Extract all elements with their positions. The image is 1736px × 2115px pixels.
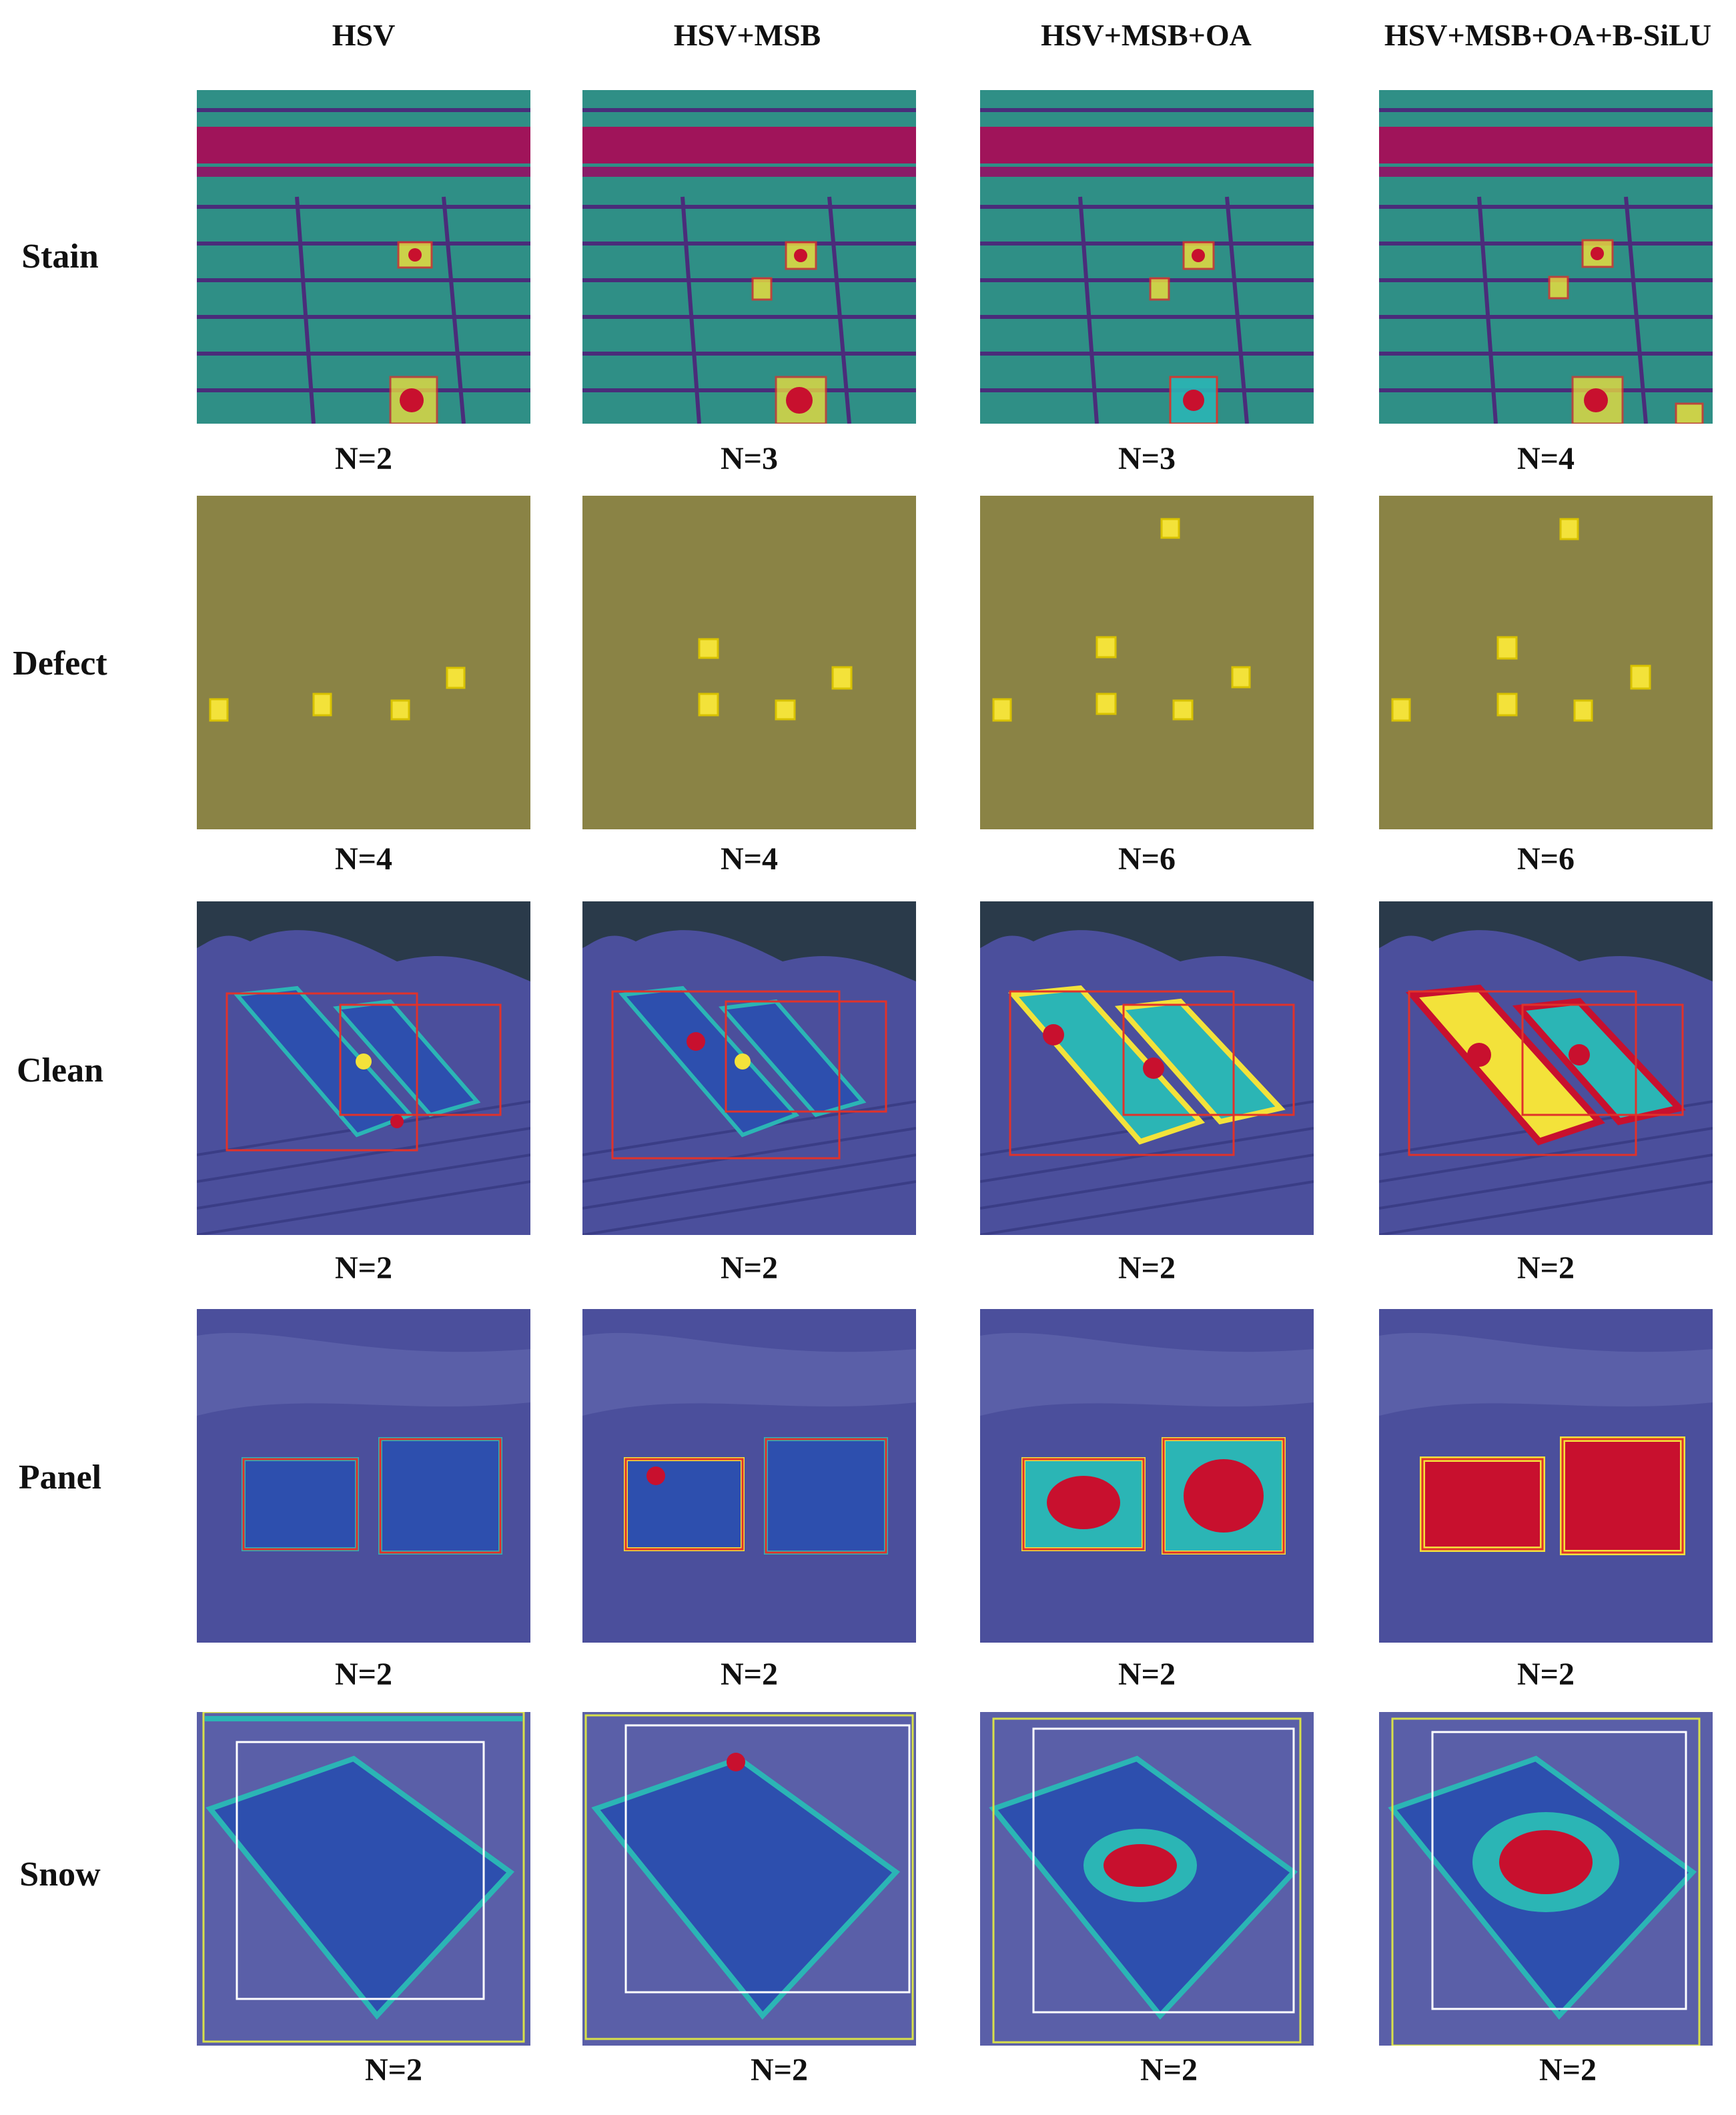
snow-heatmap-image — [980, 1712, 1314, 2046]
column-header-hsv-msb: HSV+MSB — [673, 18, 821, 52]
panel-heatmap-image — [980, 1309, 1314, 1643]
clean-count-hsv: N=2 — [334, 1250, 392, 1286]
defect-count-hsv-msb: N=4 — [720, 841, 778, 877]
panel-heatmap-hsv — [197, 1309, 530, 1643]
snow-heatmap-hsv — [197, 1712, 530, 2046]
stain-heatmap-hsv-msb-oa-bsilu — [1379, 90, 1713, 424]
stain-heatmap-image — [980, 90, 1314, 424]
defect-count-hsv-msb-oa: N=6 — [1118, 841, 1176, 877]
snow-heatmap-hsv-msb-oa — [980, 1712, 1314, 2046]
panel-heatmap-image — [1379, 1309, 1713, 1643]
snow-heatmap-image — [582, 1712, 916, 2046]
snow-heatmap-image — [1379, 1712, 1713, 2046]
row-label-panel: Panel — [18, 1458, 102, 1497]
defect-heatmap-image — [1379, 496, 1713, 829]
snow-count-hsv-msb: N=2 — [750, 2052, 808, 2088]
defect-heatmap-hsv — [197, 496, 530, 829]
defect-heatmap-image — [980, 496, 1314, 829]
row-label-defect: Defect — [13, 645, 107, 683]
snow-count-hsv-msb-oa-bsilu: N=2 — [1539, 2052, 1597, 2088]
panel-heatmap-hsv-msb-oa — [980, 1309, 1314, 1643]
defect-count-hsv-msb-oa-bsilu: N=6 — [1516, 841, 1575, 877]
clean-heatmap-image — [197, 901, 530, 1235]
row-label-clean: Clean — [17, 1051, 103, 1090]
panel-count-hsv-msb-oa: N=2 — [1118, 1657, 1176, 1692]
snow-count-hsv: N=2 — [364, 2052, 422, 2088]
clean-count-hsv-msb-oa-bsilu: N=2 — [1516, 1250, 1575, 1286]
stain-count-hsv: N=2 — [334, 441, 392, 476]
panel-heatmap-hsv-msb — [582, 1309, 916, 1643]
panel-count-hsv: N=2 — [334, 1657, 392, 1692]
snow-heatmap-hsv-msb — [582, 1712, 916, 2046]
stain-heatmap-image — [1379, 90, 1713, 424]
clean-count-hsv-msb-oa: N=2 — [1118, 1250, 1176, 1286]
clean-count-hsv-msb: N=2 — [720, 1250, 778, 1286]
column-header-hsv-msb-oa: HSV+MSB+OA — [1041, 18, 1252, 52]
defect-heatmap-hsv-msb-oa-bsilu — [1379, 496, 1713, 829]
column-header-hsv-msb-oa-bsilu: HSV+MSB+OA+B-SiLU — [1384, 18, 1712, 52]
stain-heatmap-image — [197, 90, 530, 424]
stain-count-hsv-msb-oa-bsilu: N=4 — [1516, 441, 1575, 476]
snow-heatmap-hsv-msb-oa-bsilu — [1379, 1712, 1713, 2046]
stain-heatmap-hsv-msb-oa — [980, 90, 1314, 424]
panel-heatmap-hsv-msb-oa-bsilu — [1379, 1309, 1713, 1643]
stain-heatmap-hsv-msb — [582, 90, 916, 424]
defect-heatmap-hsv-msb — [582, 496, 916, 829]
panel-heatmap-image — [582, 1309, 916, 1643]
snow-count-hsv-msb-oa: N=2 — [1140, 2052, 1198, 2088]
stain-count-hsv-msb-oa: N=3 — [1118, 441, 1176, 476]
defect-heatmap-hsv-msb-oa — [980, 496, 1314, 829]
defect-heatmap-image — [582, 496, 916, 829]
row-label-stain: Stain — [21, 238, 99, 276]
clean-heatmap-hsv-msb-oa-bsilu — [1379, 901, 1713, 1235]
defect-count-hsv: N=4 — [334, 841, 392, 877]
stain-heatmap-hsv — [197, 90, 530, 424]
clean-heatmap-hsv — [197, 901, 530, 1235]
panel-heatmap-image — [197, 1309, 530, 1643]
column-header-hsv: HSV — [332, 18, 396, 52]
clean-heatmap-hsv-msb — [582, 901, 916, 1235]
snow-heatmap-image — [197, 1712, 530, 2046]
clean-heatmap-image — [582, 901, 916, 1235]
row-label-snow: Snow — [19, 1855, 101, 1893]
stain-heatmap-image — [582, 90, 916, 424]
panel-count-hsv-msb: N=2 — [720, 1657, 778, 1692]
panel-count-hsv-msb-oa-bsilu: N=2 — [1516, 1657, 1575, 1692]
stain-count-hsv-msb: N=3 — [720, 441, 778, 476]
defect-heatmap-image — [197, 496, 530, 829]
clean-heatmap-image — [1379, 901, 1713, 1235]
clean-heatmap-image — [980, 901, 1314, 1235]
clean-heatmap-hsv-msb-oa — [980, 901, 1314, 1235]
